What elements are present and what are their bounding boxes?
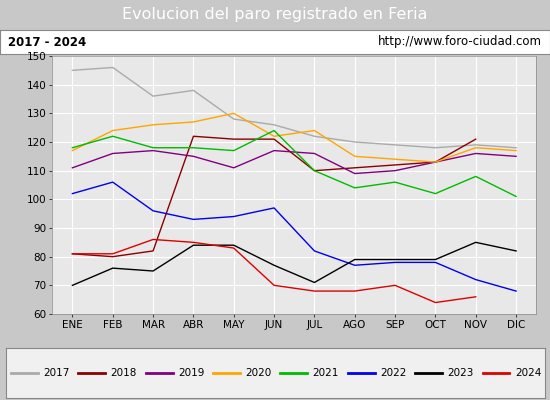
Text: http://www.foro-ciudad.com: http://www.foro-ciudad.com (378, 36, 542, 48)
Text: Evolucion del paro registrado en Feria: Evolucion del paro registrado en Feria (122, 8, 428, 22)
Text: 2020: 2020 (245, 368, 272, 378)
Text: 2017 - 2024: 2017 - 2024 (8, 36, 86, 48)
Text: 2019: 2019 (178, 368, 205, 378)
Text: 2021: 2021 (313, 368, 339, 378)
Text: 2022: 2022 (380, 368, 406, 378)
Text: 2017: 2017 (43, 368, 70, 378)
Text: 2018: 2018 (111, 368, 137, 378)
Text: 2023: 2023 (448, 368, 474, 378)
Text: 2024: 2024 (515, 368, 541, 378)
